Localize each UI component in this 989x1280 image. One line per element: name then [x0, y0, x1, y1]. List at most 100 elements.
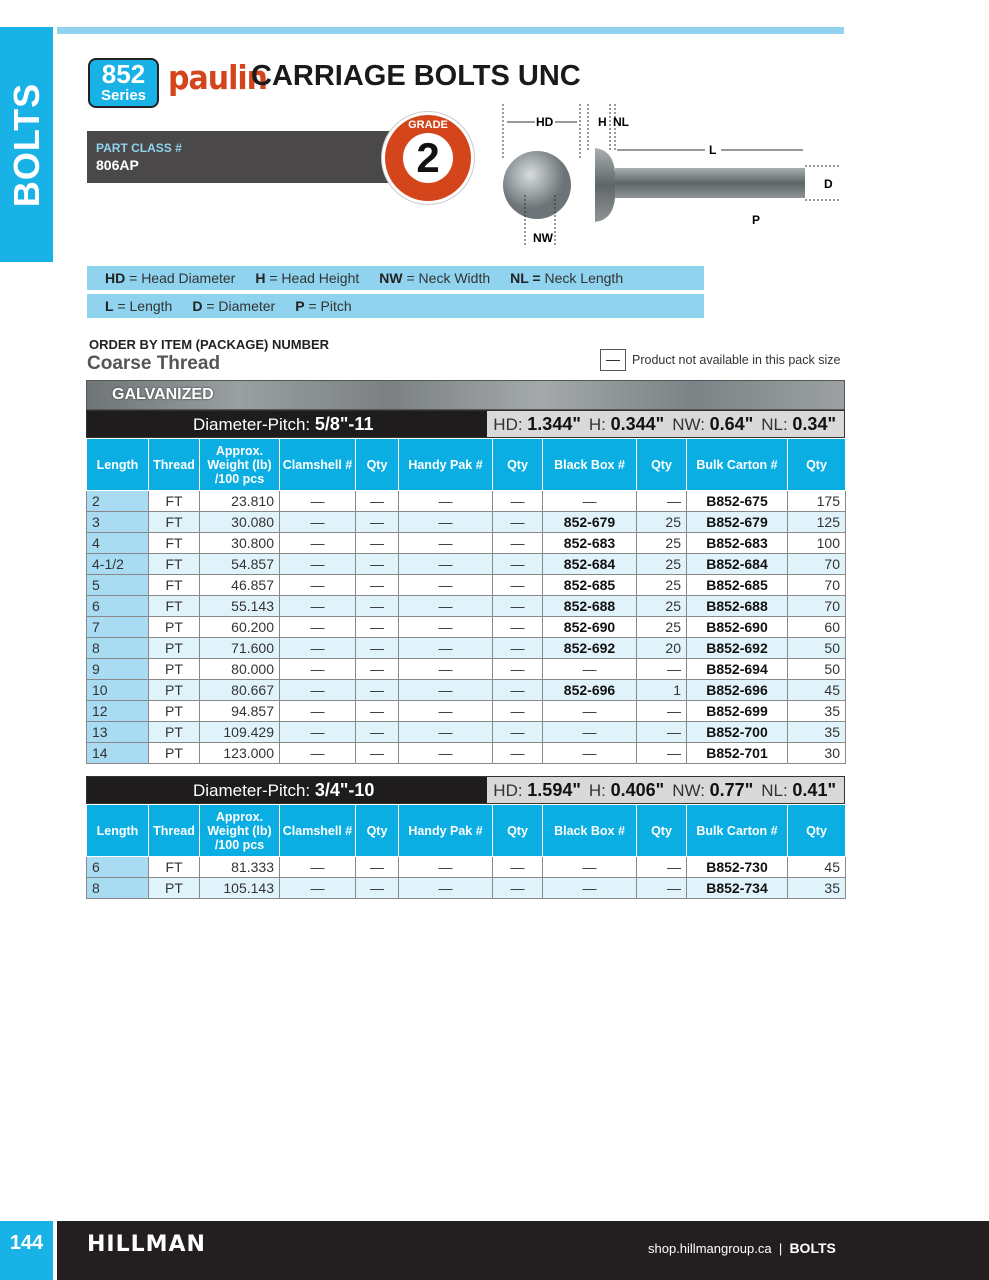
table-cell: B852-688 [686, 595, 788, 617]
diameter-pitch: Diameter-Pitch: 3/4"-10 [87, 777, 488, 803]
legend-item: NW = Neck Width [379, 270, 490, 286]
table-row: 4 FT 30.800— — — —852-683 25 B852-683 100 [86, 532, 846, 554]
footer-separator: | [778, 1241, 783, 1256]
table-cell: 14 [86, 742, 149, 764]
table-cell: — [636, 490, 687, 512]
legend-key: P [295, 298, 305, 314]
table-cell: — [398, 532, 493, 554]
table-cell: — [279, 595, 356, 617]
top-rule [57, 27, 844, 34]
bolt-diagram: HD NW H NL L D P [502, 104, 840, 245]
table-cell: — [542, 742, 637, 764]
table-cell: 4 [86, 532, 149, 554]
table-cell: — [398, 595, 493, 617]
table-cell: — [398, 856, 493, 878]
table-cell: — [279, 877, 356, 899]
table-row: 13 PT 109.429— — — — — — B852-700 35 [86, 721, 846, 743]
table-cell: — [355, 679, 399, 701]
label-p: P [752, 213, 760, 227]
table-cell: — [492, 658, 543, 680]
table-cell: — [355, 658, 399, 680]
table-cell: — [492, 856, 543, 878]
table-cell: B852-696 [686, 679, 788, 701]
table-cell: 25 [636, 511, 687, 533]
diameter-pitch-value: 5/8"-11 [314, 414, 374, 434]
table-cell: — [398, 574, 493, 596]
table-cell: 8 [86, 637, 149, 659]
table-cell: — [398, 658, 493, 680]
table-cell: 2 [86, 490, 149, 512]
dimension-label: NW: [672, 415, 710, 434]
table-cell: — [636, 721, 687, 743]
table-row: 8 PT 71.600— — — —852-692 20 B852-692 50 [86, 637, 846, 659]
table-cell: B852-690 [686, 616, 788, 638]
dimension-label: H: [588, 781, 611, 800]
table-cell: PT [148, 742, 200, 764]
table-row: 7 PT 60.200— — — —852-690 25 B852-690 60 [86, 616, 846, 638]
table-cell: — [355, 877, 399, 899]
label-l: L [709, 143, 716, 157]
legend-row-1: HD = Head Diameter H = Head Height NW = Ne… [87, 266, 704, 290]
table-cell: — [492, 721, 543, 743]
table-cell: 54.857 [199, 553, 280, 575]
table-cell: — [279, 856, 356, 878]
footer-text: shop.hillmangroup.ca | BOLTS [648, 1240, 836, 1256]
dimension-value: 0.77" [709, 780, 754, 800]
column-header: Thread [148, 438, 200, 491]
footer-site-link[interactable]: shop.hillmangroup.ca [648, 1241, 772, 1256]
table-cell: — [355, 490, 399, 512]
column-header: Clamshell # [279, 804, 356, 857]
table-cell: — [355, 616, 399, 638]
table-cell: B852-700 [686, 721, 788, 743]
legend-desc: = Diameter [202, 298, 276, 314]
label-d: D [824, 177, 833, 191]
section-tab-label: BOLTS [5, 82, 47, 207]
column-header: Bulk Carton # [686, 804, 788, 857]
footer-bar [57, 1221, 989, 1280]
footer-section: BOLTS [789, 1240, 836, 1256]
table-row: 4-1/2 FT 54.857— — — —852-684 25 B852-684 70 [86, 553, 846, 575]
table-cell: 23.810 [199, 490, 280, 512]
dimension-label: NL: [761, 781, 793, 800]
table-cell: — [636, 742, 687, 764]
table-cell: 50 [787, 637, 846, 659]
table-cell: 20 [636, 637, 687, 659]
table-cell: — [636, 856, 687, 878]
diameter-pitch-value: 3/4"-10 [314, 780, 375, 800]
table-cell: — [542, 721, 637, 743]
part-class-bar: PART CLASS # 806AP [87, 131, 397, 183]
table-cell: 175 [787, 490, 846, 512]
table-cell: — [492, 679, 543, 701]
table-cell: — [355, 511, 399, 533]
dimension-label: HD: [493, 415, 528, 434]
table-cell: 70 [787, 553, 846, 575]
table-cell: 852-683 [542, 532, 637, 554]
table-cell: — [398, 721, 493, 743]
table-cell: 35 [787, 877, 846, 899]
table-cell: 80.000 [199, 658, 280, 680]
legend-key: H [255, 270, 266, 286]
table-cell: 6 [86, 595, 149, 617]
table-cell: — [355, 700, 399, 722]
table-row: 6 FT 81.333— — — — — — B852-730 45 [86, 856, 846, 878]
dimension-value: 1.344" [527, 414, 581, 434]
page-number: 144 [0, 1221, 53, 1280]
dimension-value: 0.41" [792, 780, 836, 800]
table-cell: — [398, 616, 493, 638]
hillman-logo: HILLMAN [87, 1232, 206, 1257]
legend-key: HD [105, 270, 126, 286]
table-cell: — [355, 574, 399, 596]
table-row: 3 FT 30.080— — — —852-679 25 B852-679 125 [86, 511, 846, 533]
table-cell: — [355, 721, 399, 743]
header-row: Length Thread Approx. Weight (lb) /100 pcs… [86, 438, 846, 491]
table-cell: — [492, 511, 543, 533]
legend-desc: = Head Height [265, 270, 360, 286]
finish-banner: GALVANIZED [86, 380, 845, 410]
column-header: Bulk Carton # [686, 438, 788, 491]
table-cell: — [398, 742, 493, 764]
column-header: Qty [636, 438, 687, 491]
bolt-head-side [595, 148, 615, 222]
column-header: Qty [787, 804, 846, 857]
legend-desc: = Length [113, 298, 173, 314]
table-cell: PT [148, 637, 200, 659]
